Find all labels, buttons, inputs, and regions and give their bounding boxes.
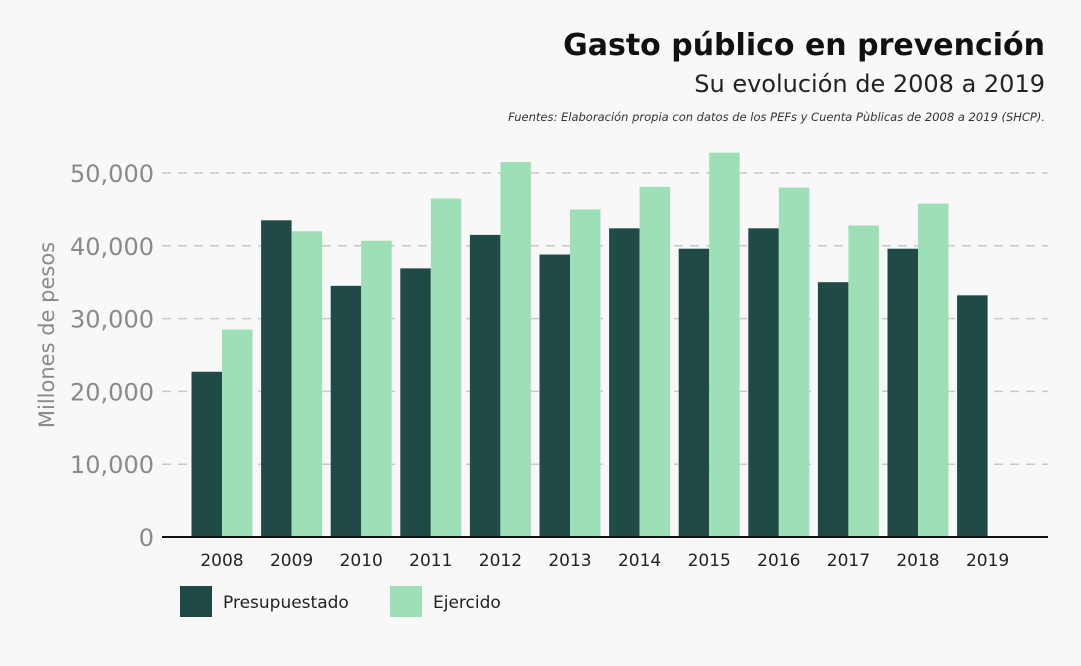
x-tick-label: 2014 bbox=[618, 551, 661, 571]
bar-presupuestado-2008 bbox=[191, 371, 222, 537]
chart-subtitle: Su evolución de 2008 a 2019 bbox=[694, 70, 1045, 98]
bar-presupuestado-2017 bbox=[817, 282, 849, 537]
x-tick-label: 2008 bbox=[200, 551, 243, 571]
bar-ejercido-2008 bbox=[222, 329, 253, 537]
y-tick-label: 30,000 bbox=[70, 306, 154, 334]
bar-presupuestado-2019 bbox=[957, 295, 988, 537]
y-tick-label: 40,000 bbox=[70, 233, 154, 261]
bar-presupuestado-2012 bbox=[469, 234, 501, 537]
bar-presupuestado-2010 bbox=[330, 285, 362, 537]
bar-ejercido-2011 bbox=[430, 198, 462, 538]
bar-ejercido-2016 bbox=[778, 187, 810, 537]
y-tick-label: 50,000 bbox=[70, 160, 154, 188]
x-tick-label: 2015 bbox=[688, 551, 731, 571]
bar-presupuestado-2009 bbox=[261, 220, 292, 537]
y-tick-label: 10,000 bbox=[70, 451, 154, 479]
x-tick-label: 2009 bbox=[270, 551, 313, 571]
x-tick-label: 2016 bbox=[757, 551, 800, 571]
bar-presupuestado-2011 bbox=[400, 268, 431, 537]
y-tick-label: 0 bbox=[139, 524, 154, 552]
x-tick-label: 2019 bbox=[966, 551, 1009, 571]
bar-presupuestado-2015 bbox=[678, 248, 710, 537]
y-axis-label: Millones de pesos bbox=[35, 242, 59, 428]
bar-ejercido-2010 bbox=[361, 240, 392, 538]
x-tick-label: 2013 bbox=[548, 551, 591, 571]
legend-swatch-ejercido bbox=[390, 586, 422, 617]
legend-label-ejercido: Ejercido bbox=[433, 593, 501, 613]
x-tick-label: 2011 bbox=[409, 551, 452, 571]
bar-presupuestado-2013 bbox=[539, 254, 570, 537]
bar-ejercido-2012 bbox=[500, 162, 531, 537]
bar-ejercido-2015 bbox=[709, 152, 740, 537]
x-tick-label: 2018 bbox=[896, 551, 939, 571]
bar-ejercido-2017 bbox=[848, 225, 879, 537]
x-tick-label: 2012 bbox=[479, 551, 522, 571]
chart-source-note: Fuentes: Elaboración propia con datos de… bbox=[508, 110, 1045, 124]
bar-ejercido-2018 bbox=[918, 203, 949, 538]
legend-swatch-presupuestado bbox=[180, 586, 212, 617]
bar-ejercido-2013 bbox=[570, 209, 601, 537]
x-tick-label: 2017 bbox=[827, 551, 870, 571]
bar-ejercido-2009 bbox=[291, 231, 323, 538]
bar-presupuestado-2016 bbox=[748, 228, 779, 537]
x-tick-label: 2010 bbox=[340, 551, 383, 571]
bar-ejercido-2014 bbox=[639, 186, 671, 537]
y-tick-label: 20,000 bbox=[70, 378, 154, 406]
bar-presupuestado-2014 bbox=[609, 228, 640, 537]
chart-title: Gasto público en prevención bbox=[563, 28, 1045, 63]
bar-presupuestado-2018 bbox=[887, 248, 918, 537]
legend-label-presupuestado: Presupuestado bbox=[223, 593, 349, 613]
